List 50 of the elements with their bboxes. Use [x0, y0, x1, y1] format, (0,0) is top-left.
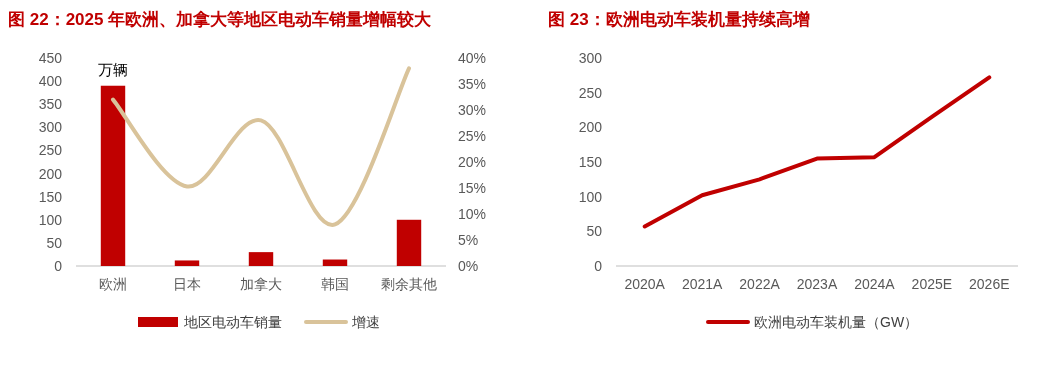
bar — [248, 252, 274, 266]
x-tick-label: 2023A — [796, 276, 838, 292]
x-tick-label: 剩余其他 — [381, 276, 437, 292]
y-tick-label: 250 — [38, 142, 63, 159]
x-tick-label: 2020A — [624, 276, 666, 292]
y2-tick-label: 25% — [458, 128, 487, 144]
y2-tick-label: 10% — [458, 206, 487, 222]
y-tick-label: 150 — [578, 154, 603, 170]
y-tick-label: 50 — [46, 234, 63, 251]
y-tick-label: 100 — [38, 211, 63, 228]
x-tick-label: 2021A — [681, 276, 724, 292]
y-tick-label: 300 — [578, 50, 603, 66]
y-tick-label: 0 — [54, 258, 63, 274]
x-tick-label: 欧洲 — [99, 276, 127, 292]
x-tick-label: 2025E — [911, 276, 953, 292]
y2-tick-label: 30% — [458, 102, 487, 118]
line-series — [642, 75, 992, 229]
legend-label: 增速 — [351, 314, 380, 330]
y-tick-label: 450 — [38, 50, 63, 66]
y2-tick-label: 0% — [458, 258, 479, 274]
bar — [100, 85, 126, 266]
x-tick-label: 韩国 — [321, 276, 349, 292]
annotation: 万辆 — [98, 61, 128, 78]
y2-tick-label: 40% — [458, 50, 487, 66]
y-tick-label: 350 — [38, 96, 63, 113]
bar — [396, 219, 422, 266]
legend-label: 欧洲电动车装机量（GW） — [754, 314, 919, 330]
y-tick-label: 400 — [38, 73, 63, 90]
y-tick-label: 150 — [38, 188, 63, 205]
y2-tick-label: 20% — [458, 154, 487, 170]
y2-tick-label: 5% — [458, 232, 479, 248]
x-tick-label: 2022A — [739, 276, 781, 292]
y-tick-label: 100 — [578, 188, 603, 205]
x-tick-label: 2026E — [969, 276, 1010, 292]
y-tick-label: 0 — [594, 258, 603, 274]
x-tick-label: 加拿大 — [240, 276, 282, 292]
bar — [174, 260, 200, 266]
y-tick-label: 300 — [38, 119, 63, 136]
y2-tick-label: 15% — [458, 180, 487, 196]
y-tick-label: 200 — [578, 119, 603, 136]
chart-title: 图 23：欧洲电动车装机量持续高增 — [548, 10, 810, 29]
y-tick-label: 250 — [578, 84, 603, 101]
x-tick-label: 2024A — [854, 276, 896, 292]
legend-label: 地区电动车销量 — [183, 314, 282, 330]
bar — [322, 259, 348, 266]
y2-tick-label: 35% — [458, 76, 487, 92]
chart-title: 图 22：2025 年欧洲、加拿大等地区电动车销量增幅较大 — [8, 10, 433, 29]
y-tick-label: 50 — [586, 223, 603, 240]
x-tick-label: 日本 — [173, 276, 201, 292]
y-tick-label: 200 — [38, 165, 63, 182]
